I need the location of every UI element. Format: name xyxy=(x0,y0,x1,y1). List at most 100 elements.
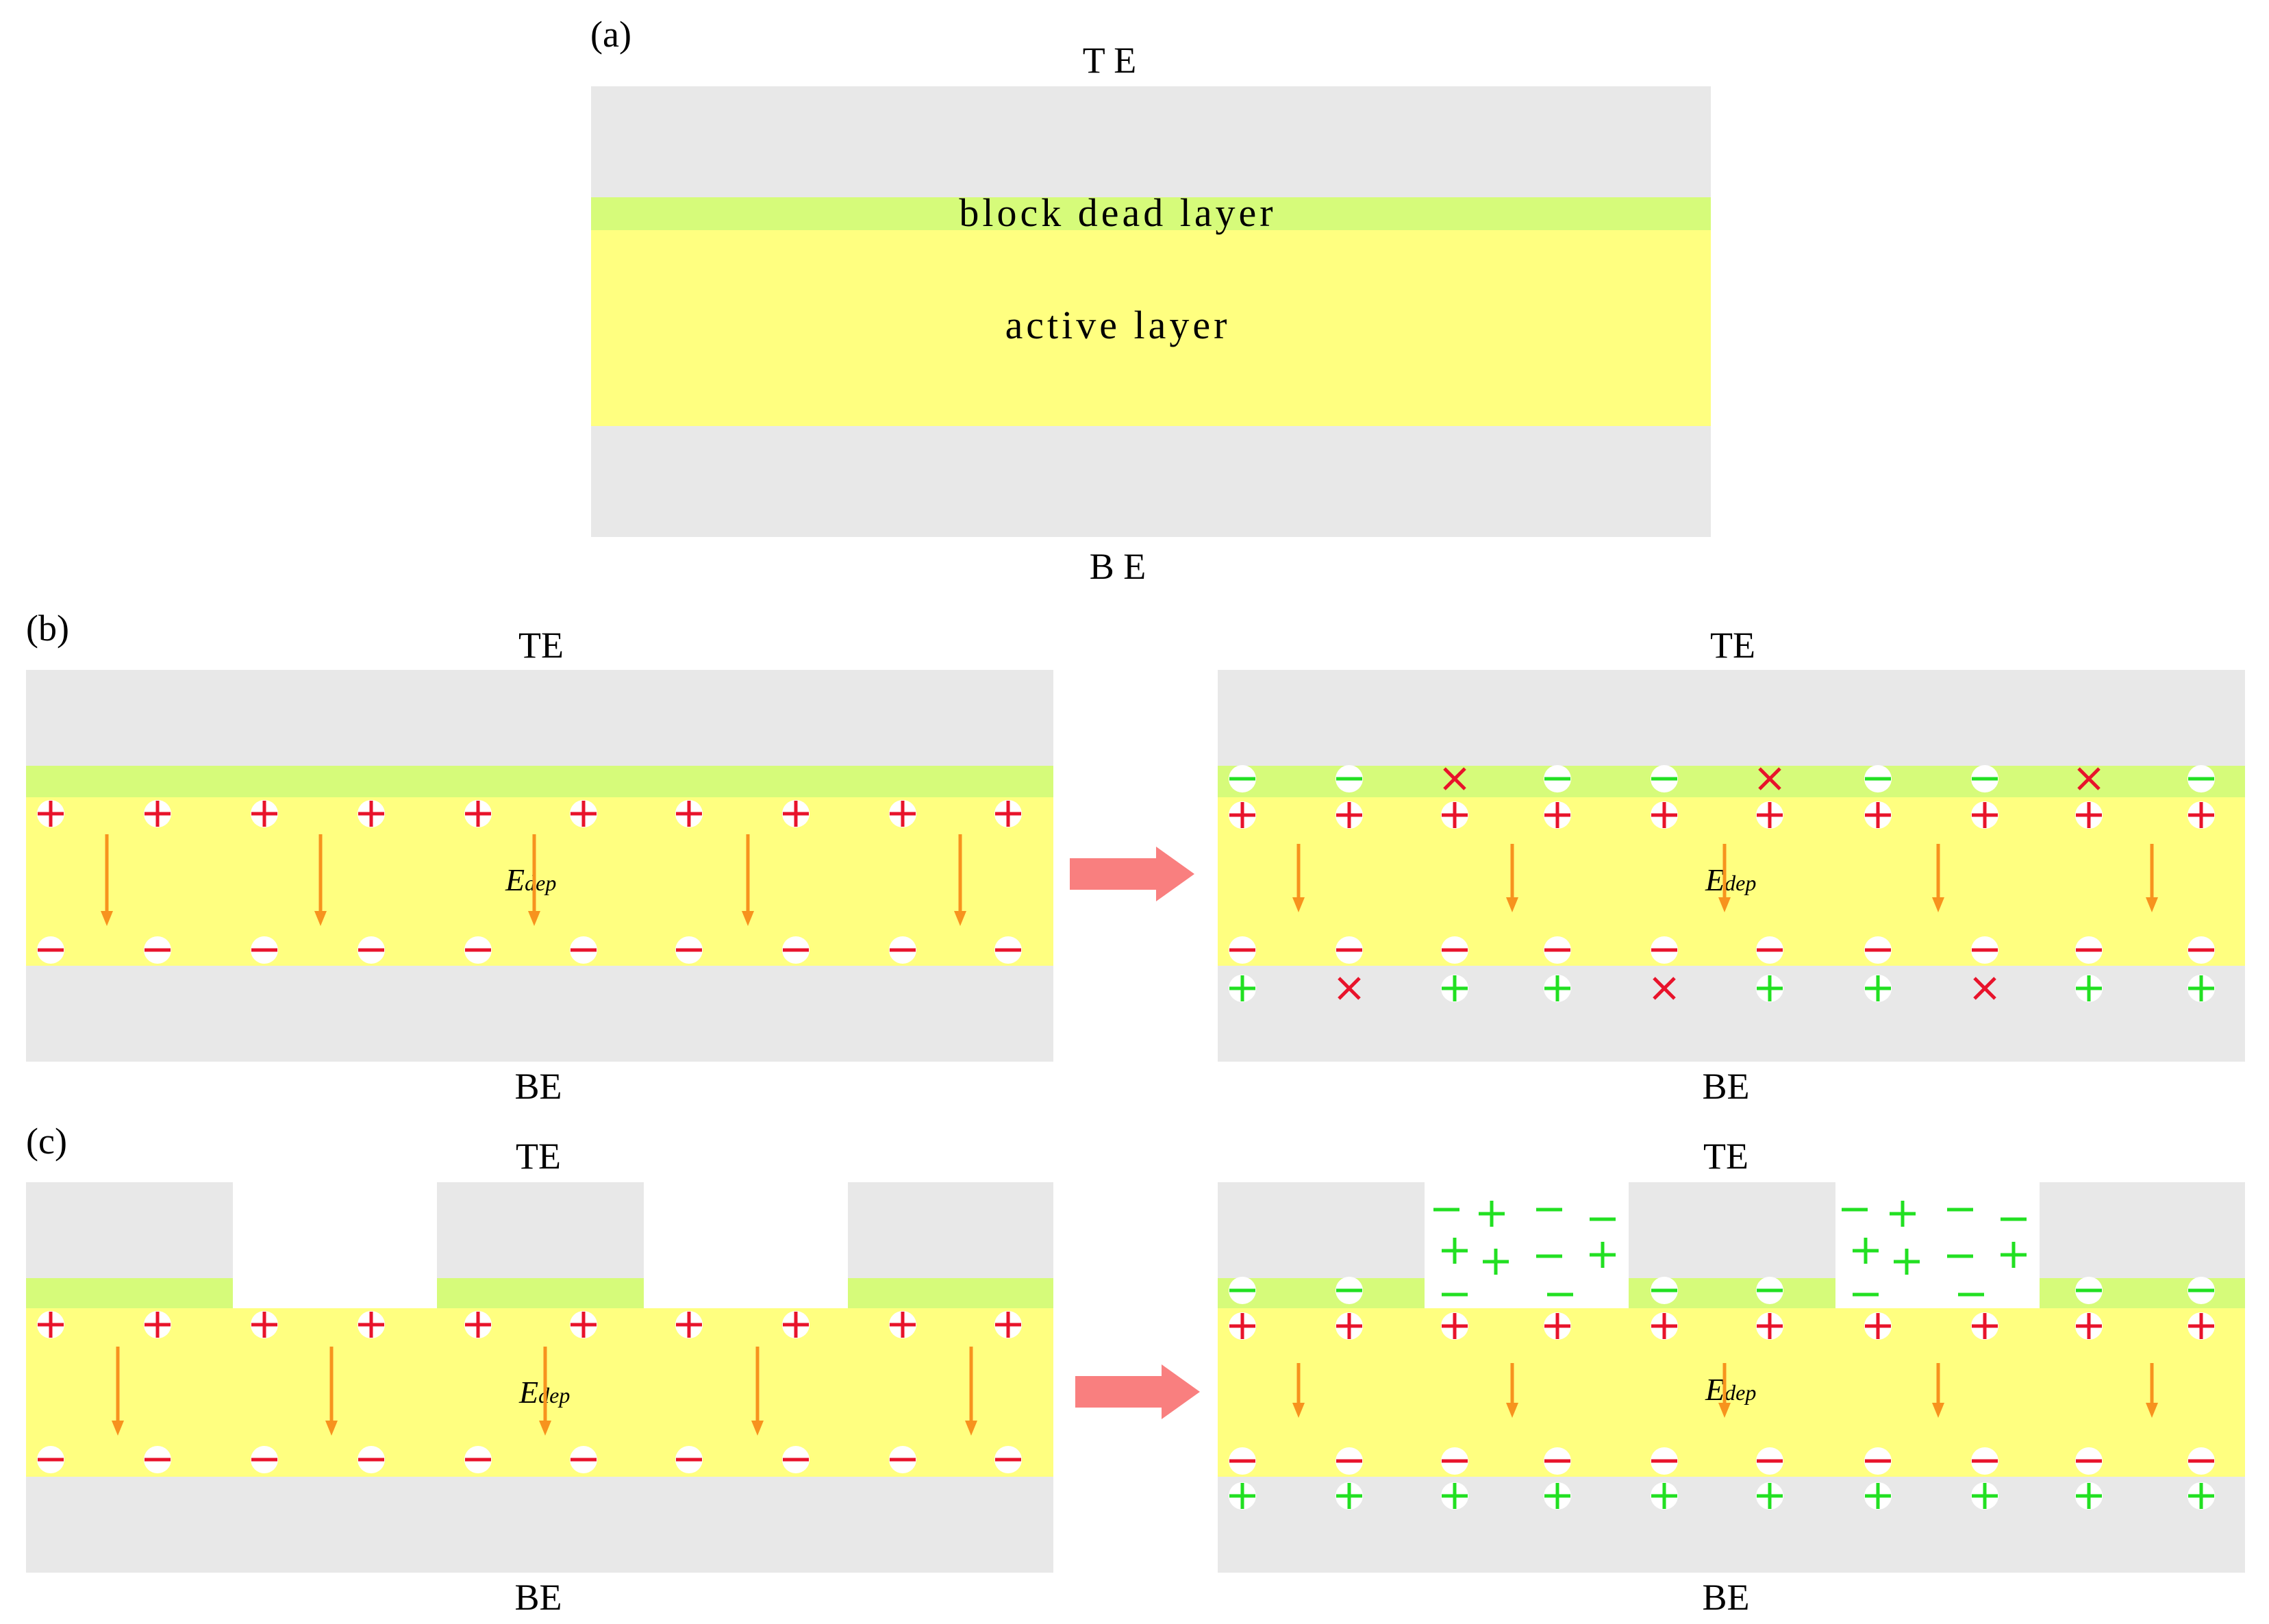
plus-charge-icon xyxy=(1544,801,1571,829)
minus-charge-icon xyxy=(2187,936,2215,964)
minus-charge-icon xyxy=(1229,1447,1256,1475)
top-electrode-layer xyxy=(591,86,1711,197)
minus-charge-icon xyxy=(1756,1277,1783,1304)
field-arrow-icon xyxy=(1932,1363,1944,1418)
minus-charge-icon xyxy=(1864,1447,1892,1475)
plus-charge-icon xyxy=(144,800,171,827)
field-arrow-icon xyxy=(1718,844,1731,912)
field-arrow-row xyxy=(101,834,966,926)
bottom-electrode-label: BE xyxy=(1702,1577,1749,1618)
field-arrow-icon xyxy=(2146,1363,2158,1418)
minus-charge-icon xyxy=(1756,936,1783,964)
plus-charge-icon xyxy=(1229,1482,1256,1510)
plus-charge-icon xyxy=(782,1311,810,1338)
dead-layer xyxy=(26,766,1053,797)
plus-charge-icon xyxy=(2001,1242,2027,1268)
active-layer xyxy=(1218,1308,2245,1477)
transition-arrow xyxy=(1070,847,1194,901)
top-electrode-segment xyxy=(437,1182,644,1278)
minus-charge-row xyxy=(37,936,1022,964)
plus-charge-icon xyxy=(570,1311,597,1338)
minus-charge-icon xyxy=(1971,765,1998,792)
plus-charge-icon xyxy=(1336,801,1363,829)
plus-charge-icon xyxy=(464,800,492,827)
field-arrow-icon xyxy=(1292,1363,1305,1418)
plus-charge-row xyxy=(37,1311,1022,1338)
plus-charge-icon xyxy=(1479,1201,1505,1227)
minus-charge-icon xyxy=(1864,936,1892,964)
plus-charge-icon xyxy=(2187,1312,2215,1340)
plus-charge-row xyxy=(1229,1482,2215,1510)
field-arrow-icon xyxy=(325,1347,338,1436)
minus-charge-icon xyxy=(251,936,278,964)
minus-charge-icon xyxy=(2187,1447,2215,1475)
minus-charge-icon xyxy=(782,936,810,964)
plus-charge-icon xyxy=(1756,1312,1783,1340)
bottom-electrode-layer xyxy=(26,1477,1053,1573)
minus-charge-icon xyxy=(2187,765,2215,792)
cross-mark-icon xyxy=(1443,767,1466,790)
active-layer xyxy=(26,1308,1053,1477)
plus-charge-icon xyxy=(1544,975,1571,1002)
plus-charge-icon xyxy=(144,1311,171,1338)
plus-charge-icon xyxy=(2187,1482,2215,1510)
plus-charge-icon xyxy=(675,800,703,827)
top-electrode-layer xyxy=(26,670,1053,766)
bottom-electrode-label: BE xyxy=(1702,1066,1749,1107)
plus-charge-icon xyxy=(358,1311,385,1338)
minus-charge-icon xyxy=(2075,936,2103,964)
panel-b: (b) TE BE Edep TE BE Edep xyxy=(26,608,2245,1107)
field-arrow-icon xyxy=(954,834,966,926)
top-electrode-label: T E xyxy=(1083,40,1137,81)
plus-charge-icon xyxy=(251,1311,278,1338)
depolarization-field-label: Edep xyxy=(505,862,556,897)
minus-charge-icon xyxy=(1336,765,1363,792)
minus-charge-icon xyxy=(994,1446,1022,1473)
bottom-electrode-label: B E xyxy=(1090,546,1146,587)
minus-charge-icon xyxy=(358,1446,385,1473)
bottom-electrode-label: BE xyxy=(514,1577,562,1618)
minus-charge-icon xyxy=(889,936,916,964)
minus-charge-icon xyxy=(251,1446,278,1473)
panel-a: (a) T E block dead layer active layer B … xyxy=(590,14,1711,587)
dead-layer xyxy=(1218,766,2245,797)
minus-charge-icon xyxy=(2075,1277,2103,1304)
minus-charge-icon xyxy=(1229,1277,1256,1304)
dead-layer-segment xyxy=(848,1278,1053,1308)
plus-charge-row xyxy=(1590,1242,2027,1268)
plus-charge-row xyxy=(1483,1249,1920,1275)
plus-charge-icon xyxy=(675,1311,703,1338)
top-electrode-segment xyxy=(848,1182,1053,1278)
plus-charge-icon xyxy=(1971,1482,1998,1510)
minus-charge-icon xyxy=(1441,1447,1468,1475)
transition-arrow xyxy=(1075,1364,1200,1419)
plus-charge-icon xyxy=(1864,1482,1892,1510)
panel-a-label: (a) xyxy=(590,14,631,55)
plus-charge-row xyxy=(1229,975,2215,1002)
top-electrode-layer xyxy=(1218,670,2245,766)
panel-c: (c) TE BE Edep xyxy=(26,1121,2245,1618)
plus-charge-icon xyxy=(1651,801,1678,829)
minus-charge-row xyxy=(37,1446,1022,1473)
minus-charge-icon xyxy=(1971,936,1998,964)
plus-charge-icon xyxy=(994,1311,1022,1338)
panel-b-left-stack: TE BE Edep xyxy=(26,625,1053,1107)
minus-charge-icon xyxy=(570,1446,597,1473)
plus-charge-icon xyxy=(1890,1201,1916,1227)
plus-charge-icon xyxy=(1971,1312,1998,1340)
plus-charge-icon xyxy=(1483,1249,1509,1275)
minus-charge-icon xyxy=(1336,936,1363,964)
plus-charge-icon xyxy=(2187,801,2215,829)
minus-charge-icon xyxy=(2075,1447,2103,1475)
minus-charge-icon xyxy=(1651,765,1678,792)
minus-charge-icon xyxy=(1651,1447,1678,1475)
plus-charge-icon xyxy=(2075,1482,2103,1510)
minus-charge-icon xyxy=(1336,1277,1363,1304)
depolarization-field-label: Edep xyxy=(1705,862,1756,897)
minus-charge-icon xyxy=(1651,936,1678,964)
field-arrow-row xyxy=(1292,1363,2158,1418)
plus-charge-icon xyxy=(464,1311,492,1338)
plus-charge-icon xyxy=(994,800,1022,827)
active-layer xyxy=(26,797,1053,966)
